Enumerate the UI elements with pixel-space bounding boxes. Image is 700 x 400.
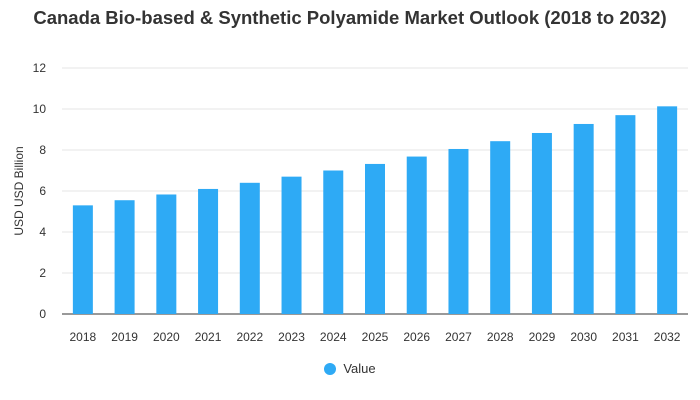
x-axis-ticks: 2018 2019 2020 2021 2022 2023 2024 2025 2026 2027… — [70, 330, 681, 344]
y-tick-label: 12 — [33, 61, 47, 75]
x-tick-label: 2018 — [70, 330, 97, 344]
bar-2019[interactable] — [114, 200, 135, 314]
bar-2031[interactable] — [615, 115, 636, 315]
x-tick-label: 2029 — [529, 330, 556, 344]
bar-2023[interactable] — [281, 176, 302, 314]
y-axis-title: USD USD Billion — [12, 146, 26, 235]
x-tick-label: 2028 — [487, 330, 514, 344]
y-tick-label: 10 — [33, 102, 47, 116]
bars — [72, 106, 678, 315]
chart-title: Canada Bio-based & Synthetic Polyamide M… — [33, 7, 667, 28]
y-tick-label: 4 — [39, 225, 46, 239]
bar-2018[interactable] — [72, 205, 93, 314]
bar-2025[interactable] — [365, 163, 385, 314]
bar-2029[interactable] — [531, 132, 552, 314]
y-tick-label: 8 — [39, 143, 46, 157]
x-tick-label: 2021 — [195, 330, 222, 344]
bar-2021[interactable] — [198, 188, 219, 314]
x-tick-label: 2024 — [320, 330, 347, 344]
bar-2027[interactable] — [448, 148, 469, 314]
x-tick-label: 2022 — [236, 330, 263, 344]
bar-2024[interactable] — [323, 170, 344, 315]
y-axis-ticks: 0 2 4 6 8 10 12 — [33, 61, 47, 321]
bar-2020[interactable] — [156, 194, 177, 314]
bar-2026[interactable] — [406, 156, 427, 314]
y-tick-label: 6 — [39, 184, 46, 198]
bar-2028[interactable] — [490, 141, 511, 314]
x-tick-label: 2025 — [362, 330, 389, 344]
bar-2022[interactable] — [239, 182, 260, 314]
bar-2032[interactable] — [657, 106, 678, 315]
x-tick-label: 2019 — [111, 330, 138, 344]
legend: Value — [0, 361, 700, 376]
x-tick-label: 2032 — [654, 330, 681, 344]
y-tick-label: 0 — [39, 307, 46, 321]
legend-marker — [324, 362, 337, 375]
x-tick-label: 2020 — [153, 330, 180, 344]
y-tick-label: 2 — [39, 266, 46, 280]
bar-2030[interactable] — [573, 123, 594, 314]
x-tick-label: 2026 — [403, 330, 430, 344]
x-tick-label: 2031 — [612, 330, 639, 344]
x-tick-label: 2027 — [445, 330, 472, 344]
x-tick-label: 2030 — [570, 330, 597, 344]
legend-label: Value — [343, 361, 376, 376]
x-tick-label: 2023 — [278, 330, 305, 344]
